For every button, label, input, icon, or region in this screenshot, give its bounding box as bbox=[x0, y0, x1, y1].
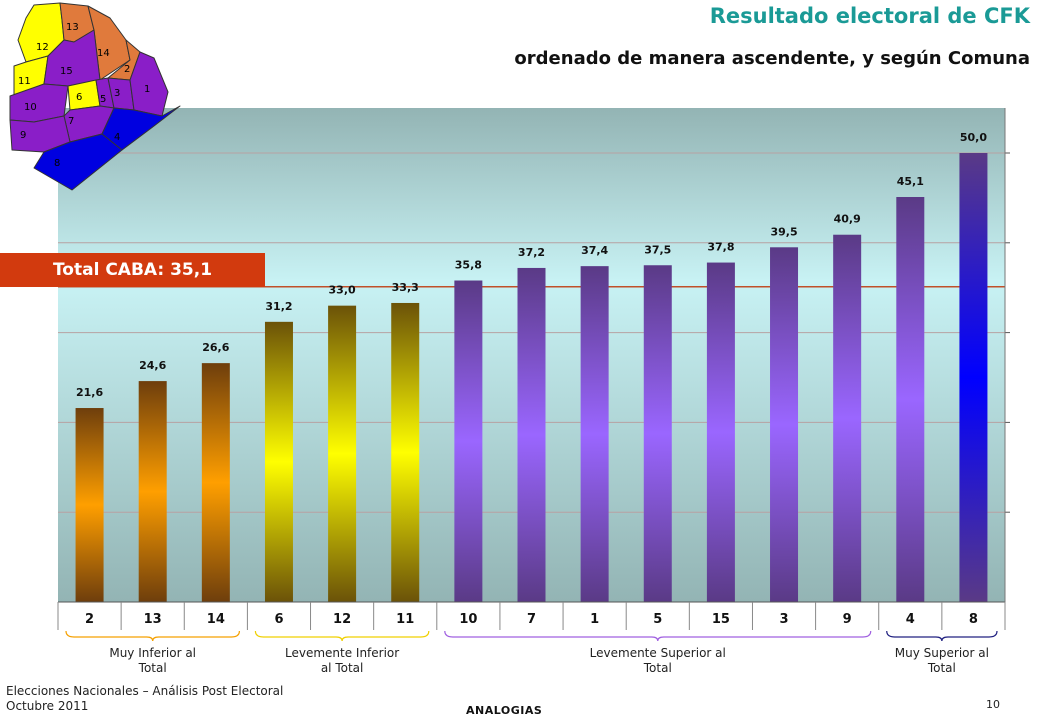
map-label: 15 bbox=[60, 66, 73, 77]
x-tick-label: 12 bbox=[333, 612, 351, 627]
group-label: Muy Superior al Total bbox=[852, 646, 1032, 676]
map-label: 12 bbox=[36, 42, 49, 53]
group-label-line: Total bbox=[927, 661, 956, 675]
bar-2 bbox=[75, 408, 104, 602]
map-label: 3 bbox=[114, 88, 120, 99]
data-label: 21,6 bbox=[76, 386, 103, 399]
footer-line-1: Elecciones Nacionales – Análisis Post El… bbox=[6, 684, 284, 698]
group-label: Muy Inferior al Total bbox=[63, 646, 243, 676]
brand-logo-text: ANALOGIAS bbox=[466, 704, 543, 717]
x-tick-label: 14 bbox=[207, 612, 225, 627]
bar-5 bbox=[643, 265, 672, 602]
group-label: Levemente Inferior al Total bbox=[252, 646, 432, 676]
map-label: 8 bbox=[54, 158, 60, 169]
bar-6 bbox=[264, 321, 293, 602]
map-label: 4 bbox=[114, 132, 120, 143]
x-tick-label: 10 bbox=[459, 612, 477, 627]
map-label: 5 bbox=[100, 94, 106, 105]
footer-line-2: Octubre 2011 bbox=[6, 699, 89, 713]
map-comuna-6 bbox=[67, 79, 101, 111]
group-brace bbox=[444, 630, 872, 642]
map-label: 2 bbox=[124, 64, 130, 75]
group-label-line: Total bbox=[643, 661, 672, 675]
group-label-line: Levemente Inferior bbox=[284, 646, 400, 660]
group-brace bbox=[886, 630, 998, 642]
map-label: 9 bbox=[20, 130, 26, 141]
x-tick-label: 7 bbox=[527, 612, 536, 627]
page-number: 10 bbox=[986, 698, 1000, 711]
bar-1 bbox=[580, 266, 609, 602]
map-comuna-8 bbox=[33, 133, 123, 191]
data-label: 37,2 bbox=[518, 246, 545, 259]
footer-text: Elecciones Nacionales – Análisis Post El… bbox=[6, 684, 283, 714]
map-label: 7 bbox=[68, 116, 74, 127]
x-tick-label: 9 bbox=[843, 612, 852, 627]
x-tick-label: 3 bbox=[780, 612, 789, 627]
bar-13 bbox=[138, 381, 167, 602]
x-tick-label: 8 bbox=[969, 612, 978, 627]
group-label-line: al Total bbox=[320, 661, 364, 675]
bar-11 bbox=[391, 302, 420, 602]
group-brace bbox=[254, 630, 430, 642]
data-label: 33,3 bbox=[392, 281, 419, 294]
data-label: 37,8 bbox=[707, 241, 734, 254]
x-tick-label: 1 bbox=[590, 612, 599, 627]
x-tick-label: 5 bbox=[653, 612, 662, 627]
x-tick-label: 4 bbox=[906, 612, 915, 627]
group-label-line: Levemente Superior al bbox=[589, 646, 726, 660]
data-label: 37,5 bbox=[644, 243, 671, 256]
bar-10 bbox=[454, 280, 483, 602]
chart-subtitle: ordenado de manera ascendente, y según C… bbox=[514, 48, 1030, 69]
bar-7 bbox=[517, 267, 546, 602]
bar-8 bbox=[959, 153, 988, 602]
caba-map: 13 12 14 15 2 11 6 3 1 10 5 7 9 4 8 bbox=[9, 2, 181, 191]
group-label-line: Muy Superior al bbox=[894, 646, 989, 660]
data-label: 50,0 bbox=[960, 131, 987, 144]
group-label-line: Muy Inferior al bbox=[109, 646, 197, 660]
x-tick-label: 6 bbox=[274, 612, 283, 627]
data-label: 39,5 bbox=[770, 225, 797, 238]
x-tick-label: 11 bbox=[396, 612, 414, 627]
data-label: 37,4 bbox=[581, 244, 608, 257]
data-label: 35,8 bbox=[455, 259, 482, 272]
group-brace bbox=[65, 630, 240, 642]
x-tick-label: 13 bbox=[144, 612, 162, 627]
bar-3 bbox=[770, 247, 799, 603]
map-label: 13 bbox=[66, 22, 79, 33]
x-tick-label: 2 bbox=[85, 612, 94, 627]
chart-title: Resultado electoral de CFK bbox=[709, 4, 1030, 28]
data-label: 40,9 bbox=[834, 213, 861, 226]
map-label: 6 bbox=[76, 92, 82, 103]
total-caba-badge: Total CABA: 35,1 bbox=[0, 253, 265, 287]
group-label: Levemente Superior al Total bbox=[568, 646, 748, 676]
data-label: 31,2 bbox=[265, 300, 292, 313]
bar-14 bbox=[201, 363, 230, 602]
map-label: 10 bbox=[24, 102, 37, 113]
data-label: 26,6 bbox=[202, 341, 229, 354]
bar-15 bbox=[706, 262, 735, 602]
data-label: 24,6 bbox=[139, 359, 166, 372]
x-tick-label: 15 bbox=[712, 612, 730, 627]
data-label: 45,1 bbox=[897, 175, 924, 188]
bar-4 bbox=[896, 197, 925, 602]
map-label: 14 bbox=[97, 48, 110, 59]
bar-9 bbox=[833, 234, 862, 602]
bar-12 bbox=[328, 305, 357, 602]
data-label: 33,0 bbox=[329, 284, 356, 297]
map-label: 1 bbox=[144, 84, 150, 95]
map-label: 11 bbox=[18, 76, 31, 87]
group-label-line: Total bbox=[138, 661, 167, 675]
